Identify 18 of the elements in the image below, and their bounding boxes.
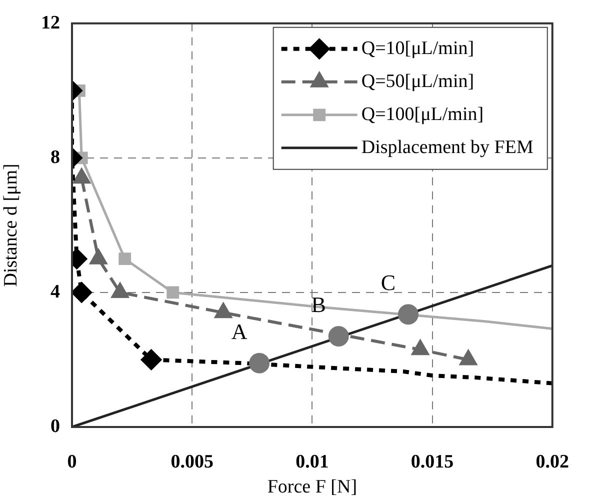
annotation: B — [311, 292, 326, 317]
x-tick-label: 0.02 — [536, 451, 569, 472]
x-tick-label: 0.01 — [296, 451, 329, 472]
y-tick-label: 4 — [50, 281, 60, 302]
annotation: C — [380, 270, 396, 296]
legend-label: Q=100[μL/min] — [361, 104, 484, 125]
x-tick-label: 0.015 — [410, 451, 454, 472]
x-tick-label: 0 — [67, 451, 77, 472]
legend-label: Displacement by FEM — [361, 136, 534, 158]
legend-label: Q=50[μL/min] — [361, 70, 474, 92]
x-axis-title: Force F [N] — [267, 476, 358, 498]
y-axis-title: Distance d [μm] — [0, 164, 22, 287]
y-tick-label: 8 — [50, 146, 60, 168]
annotation: A — [231, 318, 248, 344]
y-tick-label: 0 — [50, 416, 60, 437]
legend-label: Q=10[μL/min] — [361, 38, 474, 59]
x-tick-label: 0.005 — [170, 451, 214, 472]
y-tick-label: 12 — [41, 12, 60, 34]
